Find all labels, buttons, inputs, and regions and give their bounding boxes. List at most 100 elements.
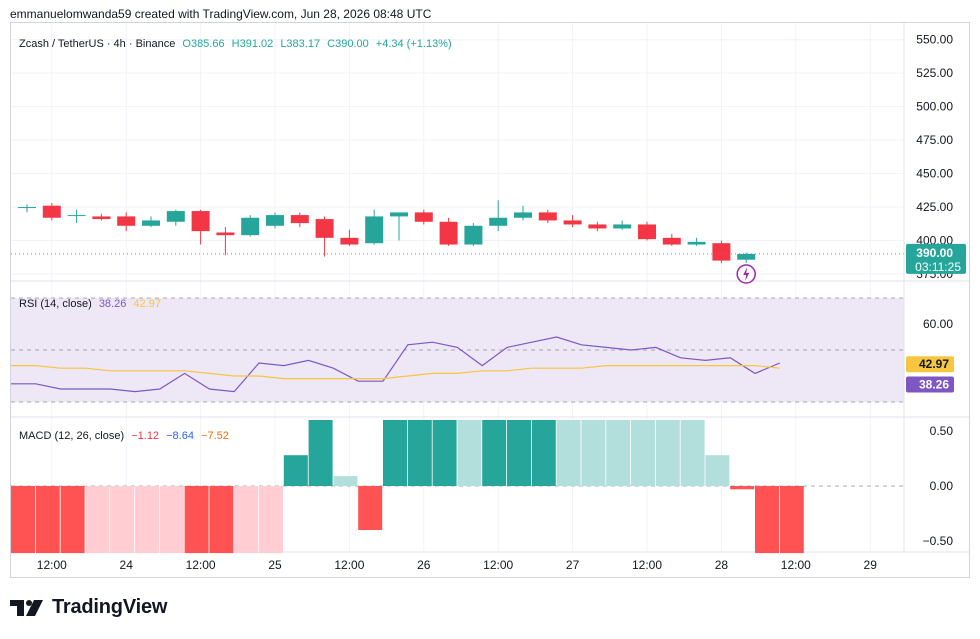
- x-tick-label: 29: [864, 558, 878, 572]
- macd-histogram-bar: [432, 420, 457, 486]
- candle-body: [92, 216, 111, 220]
- macd-histogram-bar: [655, 420, 680, 486]
- candle-body: [315, 219, 334, 238]
- macd-legend: MACD (12, 26, close) −1.12 −8.64 −7.52: [19, 430, 229, 442]
- macd-histogram-bar: [779, 486, 804, 554]
- candle-body: [638, 224, 656, 240]
- macd-histogram-bar: [333, 476, 358, 486]
- macd-hist-value: −1.12: [131, 430, 159, 442]
- lightning-bolt-icon: [743, 267, 750, 281]
- x-tick-label: 12:00: [632, 558, 662, 572]
- x-tick-label: 12:00: [781, 558, 811, 572]
- price-tick-label: 525.00: [916, 66, 953, 80]
- candle-body: [241, 217, 260, 236]
- rsi-band: [11, 298, 904, 402]
- macd-histogram-bar: [135, 486, 159, 554]
- rsi-ma-badge: [906, 356, 954, 373]
- chart-frame[interactable]: 12:00 24 12:00 25 12:00 26 12:00 27 12:00 28 12:00…: [10, 22, 970, 578]
- candle-body: [117, 216, 136, 226]
- rsi-badge-value: 38.26: [919, 378, 949, 392]
- rsi-line: [11, 336, 781, 393]
- candle-body: [538, 212, 557, 221]
- last-price-value: 390.00: [916, 246, 953, 260]
- macd-histogram-bar: [35, 486, 60, 554]
- price-tick-label: 450.00: [916, 167, 953, 181]
- symbol-legend: Zcash / TetherUS · 4h · Binance O385.66 …: [19, 38, 452, 50]
- candle-body: [414, 212, 433, 222]
- rsi-ma-badge-value: 42.97: [919, 357, 949, 371]
- candle-body: [737, 253, 756, 260]
- ohlc-close: C390.00: [327, 38, 369, 50]
- candle-body: [142, 220, 160, 226]
- macd-legend-label: MACD (12, 26, close): [19, 430, 124, 442]
- candle-body: [489, 217, 508, 226]
- macd-histogram-bar: [110, 486, 135, 554]
- macd-histogram-bar: [581, 420, 606, 486]
- x-tick-label: 12:00: [186, 558, 216, 572]
- candle-body: [42, 205, 61, 218]
- rsi-ma-line: [11, 365, 780, 380]
- macd-histogram-bar: [60, 486, 85, 554]
- macd-histogram-bar: [159, 486, 184, 554]
- x-tick-label: 28: [715, 558, 729, 572]
- macd-histogram-bar: [234, 486, 259, 554]
- macd-histogram-bar: [680, 420, 705, 486]
- candle-body: [166, 211, 185, 222]
- macd-histogram-bar: [358, 486, 383, 530]
- tradingview-brand-name: TradingView: [52, 596, 168, 618]
- price-tick-label: 475.00: [916, 133, 953, 147]
- macd-tick-label: 0.00: [930, 479, 954, 493]
- candle-body: [662, 237, 681, 245]
- candle-body: [290, 215, 309, 224]
- x-tick-label: 12:00: [334, 558, 364, 572]
- macd-pane[interactable]: [11, 420, 904, 554]
- candle-body: [191, 211, 210, 232]
- rsi-legend-label: RSI (14, close): [19, 298, 92, 310]
- macd-histogram-bar: [507, 420, 531, 486]
- price-pane[interactable]: [11, 200, 904, 284]
- macd-signal-value: −7.52: [201, 430, 229, 442]
- ohlc-high: H391.02: [232, 38, 274, 50]
- x-tick-label: 24: [120, 558, 134, 572]
- chart-attribution: emmanuelomwanda59 created with TradingVi…: [10, 7, 432, 21]
- macd-histogram-bar: [407, 420, 432, 486]
- x-tick-label: 12:00: [483, 558, 513, 572]
- macd-histogram-bar: [11, 486, 35, 554]
- macd-histogram-bar: [308, 420, 333, 486]
- candle-body: [439, 221, 458, 245]
- rsi-legend: RSI (14, close) 38.26 42.97: [19, 298, 161, 310]
- symbol-label: Zcash / TetherUS · 4h · Binance: [19, 38, 175, 50]
- candle-body: [266, 215, 284, 226]
- macd-histogram-bar: [730, 486, 755, 490]
- candle-body: [464, 225, 483, 245]
- candle-body: [216, 232, 235, 236]
- candle-body: [563, 220, 582, 225]
- tradingview-logo[interactable]: TradingView: [10, 596, 167, 619]
- x-tick-label: 12:00: [37, 558, 67, 572]
- macd-histogram-bar: [705, 455, 730, 486]
- candle-body: [18, 207, 36, 209]
- macd-histogram-bar: [184, 486, 209, 554]
- macd-tick-label: −0.50: [923, 534, 954, 548]
- ohlc-open: O385.66: [182, 38, 224, 50]
- macd-histogram-bar: [383, 420, 407, 486]
- candle-body: [712, 243, 731, 261]
- chart-svg[interactable]: 12:00 24 12:00 25 12:00 26 12:00 27 12:00 28 12:00…: [11, 23, 969, 577]
- rsi-legend-value: 38.26: [99, 298, 127, 310]
- price-tick-label: 550.00: [916, 33, 953, 47]
- macd-histogram-bar: [556, 420, 581, 486]
- candle-body: [67, 215, 86, 217]
- macd-line-value: −8.64: [166, 430, 194, 442]
- candle-body: [514, 212, 532, 218]
- macd-histogram-bar: [283, 455, 308, 486]
- macd-histogram-bar: [482, 420, 507, 486]
- macd-histogram-bar: [531, 420, 556, 486]
- macd-histogram-bar: [209, 486, 234, 554]
- macd-histogram-bar: [457, 420, 482, 486]
- rsi-pane[interactable]: [11, 297, 904, 403]
- macd-histogram-bar: [606, 420, 631, 486]
- x-tick-label: 27: [566, 558, 580, 572]
- last-price-countdown: 03:11:25: [915, 260, 961, 274]
- candle-body: [588, 224, 607, 229]
- x-tick-label: 26: [417, 558, 431, 572]
